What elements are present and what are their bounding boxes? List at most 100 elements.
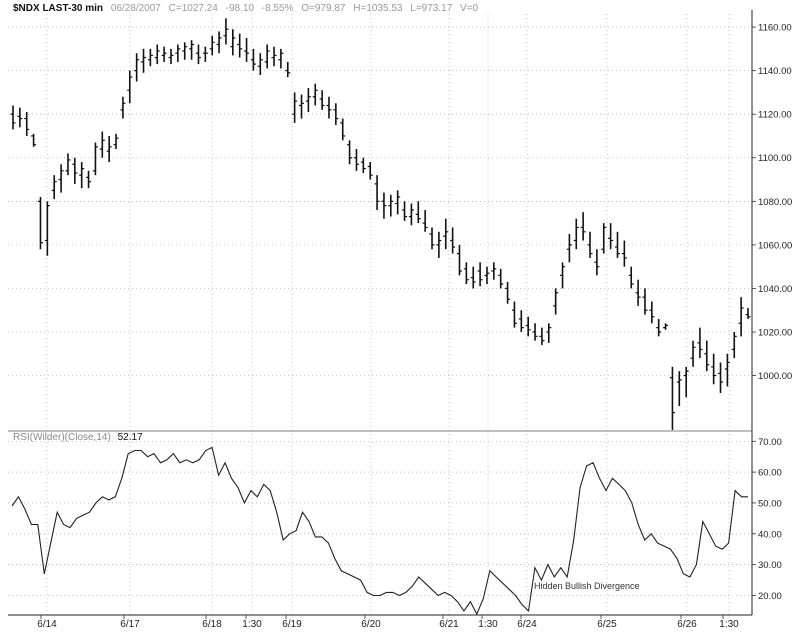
price-bar	[278, 48, 284, 69]
price-bar	[724, 353, 730, 387]
price-bar	[17, 107, 23, 128]
price-bar	[402, 201, 408, 221]
price-header: $NDX LAST-30 min 06/28/2007 C=1027.24 -9…	[13, 3, 483, 14]
price-bar	[340, 118, 346, 141]
price-bar	[470, 266, 476, 289]
price-bar	[360, 157, 366, 173]
price-bar	[353, 149, 359, 171]
x-tick-label: 6/25	[597, 619, 617, 630]
price-bar	[656, 318, 662, 337]
price-bar	[182, 42, 188, 60]
price-bar	[216, 31, 222, 54]
rsi-line	[11, 446, 748, 616]
price-bar	[127, 70, 133, 104]
price-bar	[456, 244, 462, 276]
tick-labels: 6/14 6/17 6/18 1:30 6/19 6/20 6/21 1:30 6/24 6/25…	[37, 23, 792, 630]
price-bar	[209, 35, 215, 56]
price-bar	[560, 262, 566, 289]
price-bar	[44, 201, 50, 256]
price-bar	[718, 362, 724, 393]
price-bar	[711, 353, 717, 385]
price-bar	[594, 249, 600, 276]
change-pct-label: -8.55%	[261, 3, 294, 14]
price-bar	[230, 29, 236, 56]
price-bar	[72, 157, 78, 184]
price-bar	[683, 366, 689, 398]
price-bar	[381, 192, 387, 219]
price-bar	[731, 331, 737, 359]
x-tick-label: 6/26	[677, 619, 697, 630]
rsi-series-line	[11, 446, 748, 616]
date-label: 06/28/2007	[110, 3, 161, 14]
price-bar	[92, 142, 98, 176]
rsi-tick-label: 40.00	[758, 529, 782, 540]
price-bar	[154, 44, 160, 65]
divergence-annotation: Hidden Bullish Divergence	[534, 581, 640, 591]
price-bar	[621, 240, 627, 267]
x-tick-label: 1:30	[478, 619, 498, 630]
x-tick-label: 6/14	[37, 619, 57, 630]
close-label: C=1027.24	[168, 3, 218, 14]
rsi-name-label: RSI(Wilder)(Close,14)	[13, 432, 111, 443]
price-bar	[614, 231, 620, 258]
volume-label: V=0	[460, 3, 479, 14]
rsi-tick-label: 30.00	[758, 560, 782, 571]
price-tick-label: 1060.00	[758, 240, 792, 251]
price-bar	[195, 44, 201, 65]
price-bar	[237, 33, 243, 58]
high-label: H=1035.53	[353, 3, 403, 14]
x-tick-label: 6/18	[202, 619, 222, 630]
rsi-tick-label: 70.00	[758, 437, 782, 448]
price-tick-label: 1080.00	[758, 197, 792, 208]
price-bar	[292, 92, 298, 123]
price-bars	[10, 18, 751, 430]
price-bar	[580, 212, 586, 241]
axes	[8, 10, 756, 619]
price-tick-label: 1040.00	[758, 284, 792, 295]
price-bar	[738, 297, 744, 337]
price-bar	[319, 90, 325, 110]
x-tick-label: 6/21	[439, 619, 459, 630]
price-bar	[305, 88, 311, 113]
price-bar	[99, 131, 105, 158]
price-bar	[422, 210, 428, 232]
price-bar	[333, 103, 339, 126]
price-bar	[312, 83, 318, 106]
price-bar	[374, 175, 380, 211]
price-bar	[388, 194, 394, 217]
price-bar	[573, 218, 579, 250]
price-bar	[86, 170, 92, 189]
price-bar	[189, 40, 195, 60]
price-bar	[367, 162, 373, 180]
price-bar	[37, 196, 43, 250]
price-bar	[106, 135, 112, 163]
price-bar	[649, 301, 655, 324]
price-bar	[24, 112, 30, 136]
change-label: -98.10	[225, 3, 255, 14]
x-tick-label: 6/20	[361, 619, 381, 630]
price-bar	[244, 37, 250, 62]
price-bar	[443, 218, 449, 250]
price-tick-label: 1120.00	[758, 110, 792, 121]
price-bar	[553, 288, 559, 315]
price-bar	[134, 53, 140, 82]
price-bar	[31, 133, 37, 147]
price-bar	[147, 48, 153, 67]
price-bar	[299, 94, 305, 119]
x-tick-label: 1:30	[242, 619, 262, 630]
price-bar	[463, 262, 469, 285]
open-label: O=979.87	[301, 3, 346, 14]
x-tick-label: 6/19	[282, 619, 302, 630]
rsi-tick-label: 60.00	[758, 468, 782, 479]
price-bar	[546, 323, 552, 343]
price-bar	[326, 96, 332, 119]
price-tick-label: 1000.00	[758, 371, 792, 382]
price-bar	[175, 44, 181, 62]
price-bar	[10, 105, 16, 130]
price-bar	[250, 48, 256, 71]
grid-lines	[8, 14, 752, 615]
price-bar	[608, 223, 614, 250]
price-bar	[704, 340, 710, 372]
price-bar	[745, 308, 751, 319]
price-bar	[628, 266, 634, 289]
